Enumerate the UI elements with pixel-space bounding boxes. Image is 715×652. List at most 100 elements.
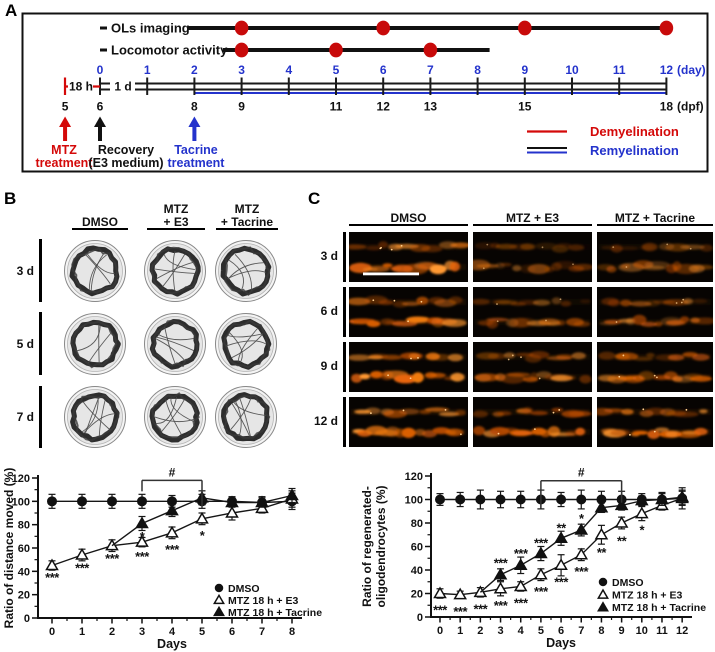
svg-text:*: * [640,523,646,538]
series-0 [435,487,688,510]
micrograph-12d-col1 [473,397,592,447]
svg-text:60: 60 [411,542,423,554]
panelB-row-3d: 3 d [16,264,34,278]
svg-text:9: 9 [619,625,625,637]
svg-text:*: * [200,528,206,543]
panelC-rowbar-2 [343,287,346,337]
main-timeline: 18 h 1 d [63,77,668,95]
panelB-row-7d: 7 d [16,410,34,424]
svg-text:OLs imaging: OLs imaging [111,21,190,36]
svg-text:***: *** [514,596,529,611]
panelA-box [21,12,709,173]
svg-text:0: 0 [49,626,55,638]
svg-text:20: 20 [18,590,30,602]
micrograph-3d-col0 [349,232,468,282]
svg-text:Tacrine: Tacrine [174,143,218,157]
panelB-rowbar-1 [39,239,42,302]
panelC-header-dmso-text: DMSO [390,210,427,225]
svg-text:oligodendrocytes (%): oligodendrocytes (%) [374,485,388,607]
svg-text:4: 4 [285,63,292,77]
panelC-header-mtz-tacrine-text: MTZ + Tacrine [614,210,696,225]
track-well-3d-col1 [144,240,206,302]
significance-markers: *** *** *** *** ****************************… [433,511,646,619]
panelB-rowbar-2 [39,312,42,375]
svg-text:120: 120 [12,473,30,485]
svg-text:120: 120 [405,471,423,483]
svg-text:3: 3 [497,625,503,637]
svg-text:2: 2 [477,625,483,637]
panelB-header-dmso-line1: DMSO [82,214,118,229]
svg-text:9: 9 [238,100,245,114]
track-well-5d-col0 [64,313,126,375]
svg-text:MTZ 18 h + E3: MTZ 18 h + E3 [228,595,298,607]
svg-text:1 d: 1 d [114,80,131,94]
svg-text:8: 8 [191,100,198,114]
svg-text:0: 0 [97,63,104,77]
panelC-row-9d: 9 d [320,359,338,373]
svg-text:6: 6 [380,63,387,77]
svg-text:***: *** [105,551,120,566]
svg-text:***: *** [474,601,489,616]
panel-c-label: C [308,189,321,208]
svg-text:12: 12 [377,100,391,114]
panelB-header-mtz-tacrine-line2: + Tacrine [220,214,274,229]
svg-text:5: 5 [199,626,205,638]
series-2 [111,487,299,547]
svg-text:13: 13 [424,100,438,114]
micrograph-6d-col2 [597,287,713,337]
panelC-row-12d: 12 d [313,414,338,428]
panelB-header-dmso: DMSO [72,202,128,230]
svg-text:6: 6 [229,626,235,638]
panelC-row-3d: 3 d [320,249,338,263]
svg-text:Days: Days [546,636,576,650]
dpf-axis-numbers: 5 6 8 9 11 12 13 15 18 (dpf) [62,100,704,114]
panelB-rowbar-3 [39,386,42,448]
micrograph-9d-col1 [473,342,592,392]
svg-text:0: 0 [437,625,443,637]
imaging-dot [234,20,249,36]
svg-text:***: *** [574,564,589,579]
timeline-row-1: Locomotor activity [100,43,490,58]
svg-text:5: 5 [62,100,69,114]
svg-text:1: 1 [457,625,463,637]
track-well-5d-col1 [144,313,206,375]
svg-text:3: 3 [139,626,145,638]
svg-text:treatment: treatment [36,156,94,170]
svg-text:0: 0 [24,613,30,625]
svg-text:8: 8 [289,626,295,638]
svg-text:***: *** [453,604,468,619]
series-1 [433,490,689,600]
svg-text:**: ** [617,533,628,548]
panelC-header-mtz-e3: MTZ + E3 [473,203,592,226]
svg-text:10: 10 [636,625,648,637]
distance-moved-chart: 0 20 40 60 80 100 120 0 1 2 3 4 5 6 7 8 Days Ratio of dis… [2,465,322,651]
svg-text:6: 6 [558,625,564,637]
track-well-7d-col2 [215,386,277,448]
svg-text:18: 18 [660,100,674,114]
panelC-header-dmso: DMSO [349,203,468,226]
axes: 0 20 40 60 80 100 120 0 1 2 3 4 5 6 7 8 Days Ratio of dis… [2,468,302,651]
svg-text:2: 2 [109,626,115,638]
panel-a-label: A [5,1,18,20]
svg-text:(day): (day) [677,63,706,77]
svg-text:***: *** [534,584,549,599]
svg-text:Locomotor activity: Locomotor activity [111,43,228,58]
svg-text:4: 4 [518,625,525,637]
svg-text:***: *** [165,542,180,557]
svg-text:#: # [169,465,176,479]
svg-text:80: 80 [411,518,423,530]
svg-text:***: *** [554,574,569,589]
svg-text:(E3 medium): (E3 medium) [88,156,163,170]
svg-text:**: ** [597,545,608,560]
svg-text:MTZ: MTZ [51,143,77,157]
svg-text:100: 100 [12,496,30,508]
svg-text:12: 12 [660,63,674,77]
svg-text:7: 7 [578,625,584,637]
svg-text:1: 1 [144,63,151,77]
micrograph-9d-col2 [597,342,713,392]
svg-text:***: *** [135,549,150,564]
imaging-dot [423,42,438,58]
